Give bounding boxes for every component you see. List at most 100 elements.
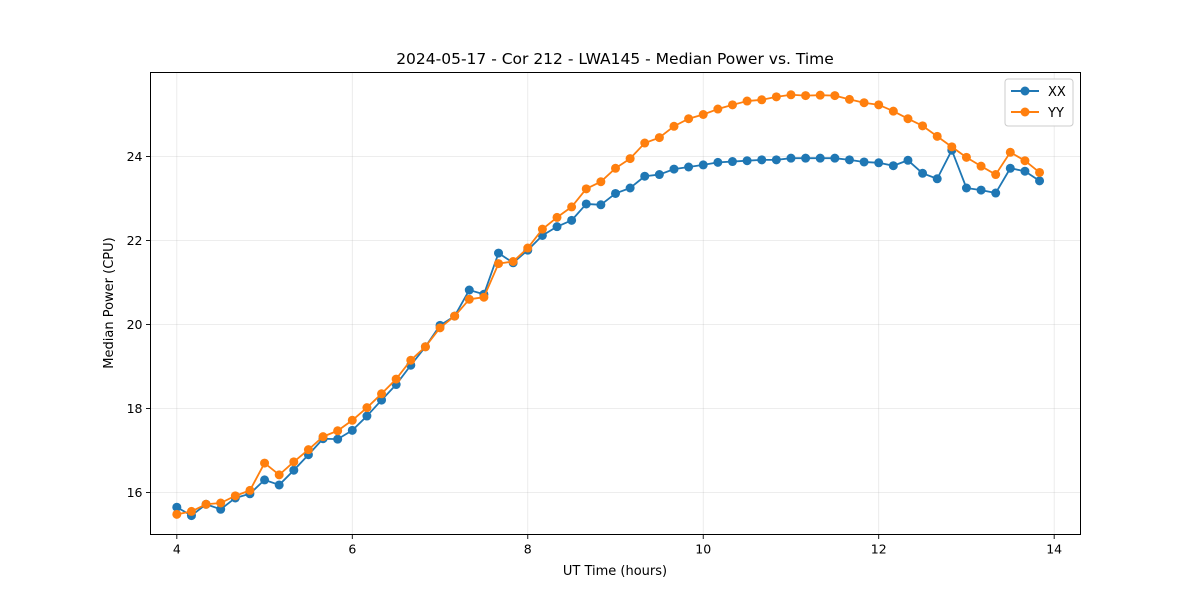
data-point-xx xyxy=(654,170,664,180)
data-point-yy xyxy=(669,121,679,131)
data-point-yy xyxy=(713,104,723,114)
data-point-xx xyxy=(611,188,620,198)
data-point-xx xyxy=(464,285,474,295)
data-point-xx xyxy=(362,411,372,421)
data-point-xx xyxy=(377,395,387,405)
data-point-xx xyxy=(494,248,504,258)
data-point-xx xyxy=(830,153,840,163)
data-point-yy xyxy=(347,415,357,425)
data-point-yy xyxy=(742,96,752,106)
data-point-yy xyxy=(333,426,343,436)
data-point-xx xyxy=(1020,166,1030,176)
data-point-xx xyxy=(333,434,343,444)
data-point-yy xyxy=(362,403,372,413)
data-point-yy xyxy=(640,138,650,148)
data-point-yy xyxy=(581,184,591,194)
axis-ticks: 4 6 8 10 12 14 16 18 20 22 24 xyxy=(127,149,1063,557)
x-tick-label: 6 xyxy=(348,542,356,557)
data-point-xx xyxy=(903,155,913,165)
grid xyxy=(150,72,1081,535)
data-point-xx xyxy=(625,183,635,193)
data-point-yy xyxy=(318,432,328,442)
data-point-yy xyxy=(567,202,577,212)
data-point-yy xyxy=(727,100,737,110)
data-point-xx xyxy=(274,480,284,490)
data-point-yy xyxy=(698,110,708,119)
data-point-yy xyxy=(377,389,387,399)
data-point-yy xyxy=(494,259,504,269)
data-point-xx xyxy=(742,156,752,166)
data-point-xx xyxy=(918,168,928,178)
data-point-yy xyxy=(625,154,635,164)
data-point-xx xyxy=(874,158,884,168)
data-point-yy xyxy=(523,243,533,253)
data-point-yy xyxy=(435,323,445,333)
data-point-yy xyxy=(976,161,986,171)
data-point-yy xyxy=(274,470,284,480)
data-point-yy xyxy=(464,294,474,304)
data-point-yy xyxy=(260,458,270,468)
data-point-xx xyxy=(844,155,854,165)
data-point-yy xyxy=(947,142,957,152)
data-point-yy xyxy=(596,177,606,187)
data-point-xx xyxy=(669,164,679,174)
legend: XX YY xyxy=(1004,78,1074,127)
y-tick-label: 22 xyxy=(127,233,143,248)
data-point-xx xyxy=(216,504,226,514)
data-point-yy xyxy=(991,170,1001,180)
data-point-yy xyxy=(172,509,182,519)
data-point-yy xyxy=(230,491,240,501)
y-tick-label: 20 xyxy=(127,317,143,332)
data-point-yy xyxy=(406,355,416,365)
data-point-yy xyxy=(391,374,401,384)
data-point-yy xyxy=(245,485,255,495)
data-point-xx xyxy=(932,174,942,184)
data-point-yy xyxy=(303,445,313,455)
data-point-xx xyxy=(991,188,1001,198)
data-point-yy xyxy=(450,311,460,321)
data-point-xx xyxy=(347,425,357,435)
data-point-xx xyxy=(771,155,781,165)
data-point-yy xyxy=(801,91,811,101)
data-point-yy xyxy=(611,163,620,173)
x-tick-label: 14 xyxy=(1046,542,1062,557)
data-point-xx xyxy=(1035,176,1045,186)
x-tick-label: 12 xyxy=(871,542,887,557)
data-point-xx xyxy=(596,200,606,210)
data-point-yy xyxy=(786,90,796,100)
data-point-yy xyxy=(961,152,971,162)
data-point-yy xyxy=(1020,156,1030,166)
legend-marker-xx xyxy=(1020,86,1030,96)
data-point-yy xyxy=(874,100,884,110)
data-point-yy xyxy=(552,212,562,222)
x-axis-label: UT Time (hours) xyxy=(563,564,667,579)
data-point-yy xyxy=(508,257,518,266)
data-point-xx xyxy=(976,185,986,195)
data-point-yy xyxy=(757,95,767,105)
data-point-yy xyxy=(830,91,840,101)
data-point-xx xyxy=(567,215,577,225)
data-point-yy xyxy=(1005,147,1015,157)
plot-frame xyxy=(150,72,1081,535)
y-tick-label: 24 xyxy=(127,149,143,164)
data-point-xx xyxy=(640,171,650,181)
y-tick-label: 18 xyxy=(127,401,143,416)
data-point-xx xyxy=(757,155,767,165)
data-point-xx xyxy=(713,157,723,167)
data-point-yy xyxy=(1035,167,1045,177)
data-point-yy xyxy=(903,114,913,124)
data-point-xx xyxy=(684,162,694,172)
data-point-yy xyxy=(888,106,898,116)
data-point-yy xyxy=(479,292,489,302)
data-point-xx xyxy=(289,465,299,475)
x-tick-label: 4 xyxy=(173,542,181,557)
data-point-yy xyxy=(289,457,299,467)
data-point-xx xyxy=(172,502,182,512)
data-point-xx xyxy=(888,161,898,171)
legend-label-yy: YY xyxy=(1047,106,1064,121)
data-point-yy xyxy=(684,114,694,124)
data-point-yy xyxy=(859,98,869,108)
data-point-xx xyxy=(1005,163,1015,173)
chart-title: 2024-05-17 - Cor 212 - LWA145 - Median P… xyxy=(396,50,834,68)
legend-label-xx: XX xyxy=(1048,85,1066,100)
